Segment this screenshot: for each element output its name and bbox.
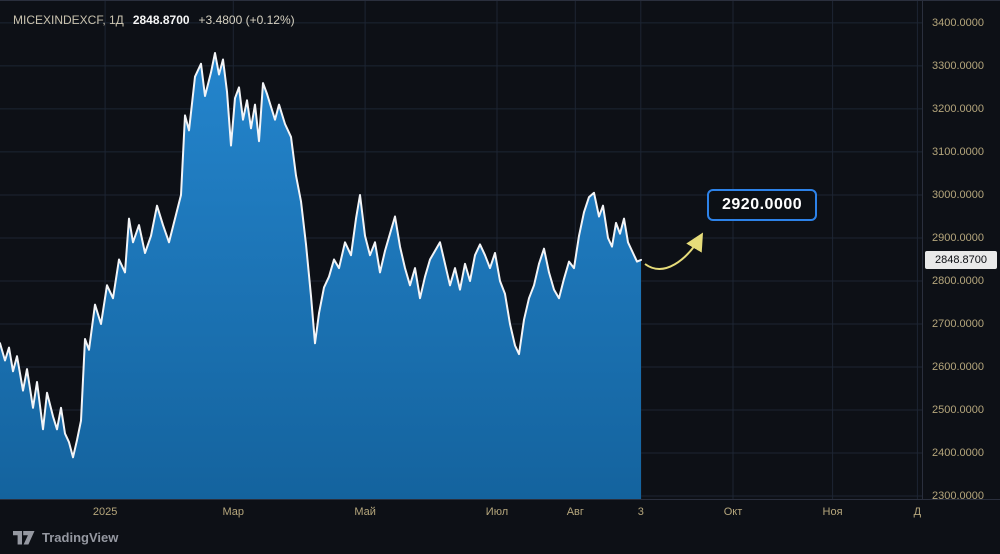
price-change-value: +3.4800 (+0.12%) [198,13,295,27]
chart-legend[interactable]: MICEXINDEXCF, 1Д 2848.8700 +3.4800 (+0.1… [13,13,295,27]
y-axis-tick-label: 3100.0000 [932,145,984,158]
time-axis[interactable]: TradingView 2025 Мар Май Июл Авг 3 Окт Ноя Д [0,499,1000,554]
symbol-label: MICEXINDEXCF, 1Д [13,13,124,27]
x-axis-tick-label: Июл [485,506,509,518]
price-chart-canvas[interactable] [0,1,922,499]
x-axis-tick-label: Май [354,506,376,518]
y-axis-tick-label: 3200.0000 [932,102,984,115]
last-price-badge: 2848.8700 [925,250,997,269]
y-axis-tick-label: 2700.0000 [932,317,984,330]
price-target-callout[interactable]: 2920.0000 [707,189,818,221]
brand-name: TradingView [42,530,119,545]
y-axis-tick-label: 2600.0000 [932,360,984,373]
y-axis-tick-label: 2300.0000 [932,489,984,502]
price-chart[interactable] [0,1,922,499]
projection-arrow[interactable] [644,232,704,270]
y-axis-tick-label: 3300.0000 [932,59,984,72]
y-axis-tick-label: 3400.0000 [932,16,984,29]
last-price-value: 2848.8700 [132,13,190,27]
x-axis-tick-label: Авг [566,506,584,518]
x-axis-tick-label: Ноя [822,506,843,518]
x-axis-tick-label: Мар [222,506,245,518]
tradingview-logo-icon [13,530,35,544]
x-axis-tick-label: 2025 [92,506,118,518]
y-axis-tick-label: 3000.0000 [932,188,984,201]
x-axis-tick-label: 3 [637,506,644,518]
tradingview-logo[interactable]: TradingView [13,530,118,545]
y-axis-tick-label: 2800.0000 [932,274,984,287]
price-line [0,52,642,459]
x-axis-tick-label: Окт [723,506,743,518]
x-axis-tick-label: Д [913,506,922,518]
price-axis[interactable]: 2848.8700 3400.0000 3300.0000 3200.0000 310… [922,1,1000,502]
y-axis-tick-label: 2900.0000 [932,231,984,244]
y-axis-tick-label: 2500.0000 [932,403,984,416]
y-axis-tick-label: 2400.0000 [932,446,984,459]
area-fill [0,53,641,499]
